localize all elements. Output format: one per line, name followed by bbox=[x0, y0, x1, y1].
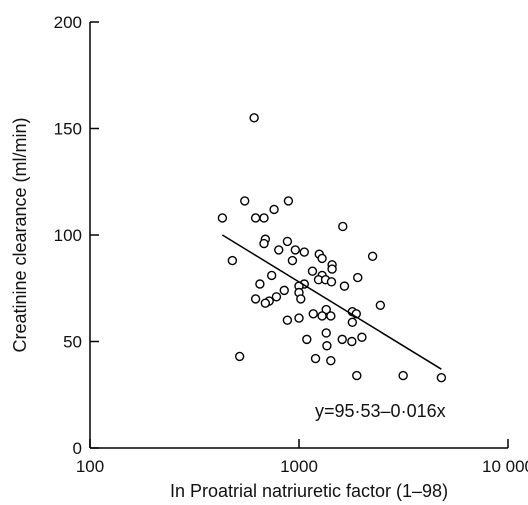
data-point bbox=[283, 196, 294, 206]
data-point bbox=[327, 264, 337, 274]
data-point bbox=[375, 300, 386, 310]
data-point bbox=[234, 351, 245, 362]
data-point bbox=[347, 317, 358, 328]
data-points bbox=[217, 113, 447, 383]
data-point bbox=[250, 213, 261, 223]
data-point bbox=[326, 355, 336, 366]
y-tick-label: 200 bbox=[54, 13, 82, 32]
y-ticks: 0 50 100 150 200 bbox=[54, 13, 99, 458]
data-point bbox=[398, 370, 408, 381]
data-point bbox=[240, 196, 250, 206]
regression-line bbox=[222, 234, 442, 370]
x-ticks: 100 1000 10 000 bbox=[76, 439, 528, 476]
data-point bbox=[317, 311, 327, 321]
data-point bbox=[317, 253, 327, 264]
data-point bbox=[290, 245, 300, 255]
data-point bbox=[287, 255, 298, 266]
data-point bbox=[266, 270, 277, 281]
data-point bbox=[296, 294, 306, 304]
data-point bbox=[282, 315, 293, 325]
y-tick-label: 50 bbox=[63, 333, 82, 352]
data-point bbox=[339, 281, 350, 291]
data-point bbox=[310, 353, 321, 364]
data-point bbox=[299, 247, 309, 257]
y-tick-label: 0 bbox=[73, 439, 82, 458]
data-point bbox=[259, 238, 269, 249]
data-point bbox=[321, 328, 331, 338]
y-tick-label: 100 bbox=[54, 226, 82, 245]
data-point bbox=[260, 298, 271, 308]
data-point bbox=[250, 294, 261, 304]
data-point bbox=[308, 309, 318, 319]
data-point bbox=[217, 213, 228, 223]
data-point bbox=[367, 251, 378, 261]
data-point bbox=[255, 279, 265, 289]
data-point bbox=[357, 332, 367, 342]
data-point bbox=[326, 311, 336, 321]
data-point bbox=[347, 336, 357, 347]
data-point bbox=[337, 334, 347, 345]
data-point bbox=[322, 341, 332, 351]
x-tick-label: 1000 bbox=[280, 457, 318, 476]
data-point bbox=[271, 292, 282, 302]
data-point bbox=[269, 204, 279, 215]
y-tick-label: 150 bbox=[54, 120, 82, 139]
data-point bbox=[321, 304, 331, 315]
axes bbox=[89, 22, 508, 449]
data-point bbox=[294, 313, 304, 323]
data-point bbox=[338, 221, 348, 232]
data-point bbox=[282, 236, 293, 247]
data-point bbox=[326, 277, 337, 287]
data-point bbox=[274, 245, 284, 255]
x-tick-label: 100 bbox=[76, 457, 104, 476]
data-point bbox=[353, 272, 363, 283]
x-tick-label: 10 000 bbox=[482, 457, 528, 476]
data-point bbox=[352, 370, 362, 381]
x-axis-title: In Proatrial natriuretic factor (1–98) bbox=[170, 481, 448, 501]
data-point bbox=[307, 266, 318, 276]
data-point bbox=[227, 255, 238, 266]
data-point bbox=[436, 373, 447, 383]
data-point bbox=[249, 113, 259, 123]
data-point bbox=[302, 334, 312, 345]
data-point bbox=[259, 213, 269, 223]
data-point bbox=[279, 285, 289, 296]
regression-equation: y=95·53–0·016x bbox=[315, 401, 446, 421]
y-axis-title: Creatinine clearance (ml/min) bbox=[10, 117, 30, 352]
